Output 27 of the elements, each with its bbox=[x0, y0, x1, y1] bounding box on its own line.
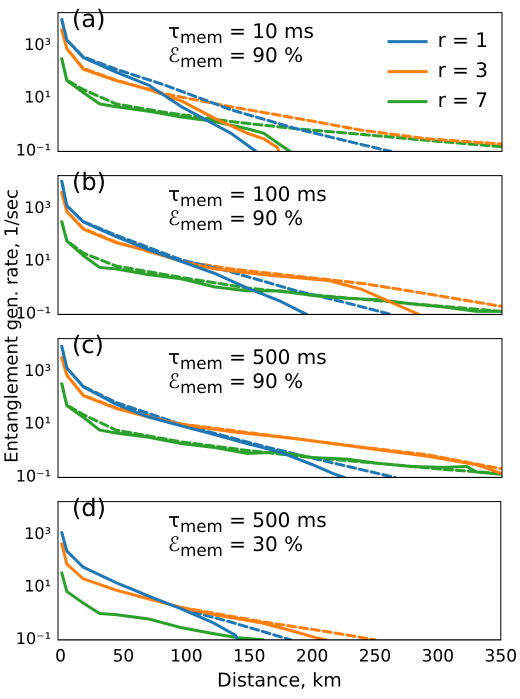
y-tick-label: 10⁻¹ bbox=[16, 140, 51, 160]
x-tick-label: 100 bbox=[170, 646, 203, 666]
y-tick-label: 10⁻¹ bbox=[16, 466, 51, 486]
y-tick-label: 10³ bbox=[24, 198, 51, 217]
x-tick-label: 50 bbox=[112, 646, 134, 666]
x-axis-title: Distance, km bbox=[217, 670, 342, 692]
legend-label: r = 7 bbox=[438, 88, 488, 112]
annotation: (c) bbox=[72, 331, 104, 359]
x-tick-label: 300 bbox=[422, 646, 454, 666]
y-tick-label: 10¹ bbox=[24, 576, 51, 596]
y-tick-label: 10¹ bbox=[24, 414, 51, 433]
y-tick-label: 10³ bbox=[24, 360, 51, 380]
x-tick-label: 150 bbox=[232, 646, 266, 666]
legend-label: r = 1 bbox=[438, 28, 488, 52]
y-tick-label: 10³ bbox=[24, 34, 51, 54]
x-tick-label: 0 bbox=[55, 646, 66, 666]
legend-label: r = 3 bbox=[438, 58, 488, 82]
annotation: (d) bbox=[72, 494, 106, 522]
y-tick-label: 10³ bbox=[24, 524, 51, 543]
annotation: (b) bbox=[72, 168, 106, 196]
y-tick-label: 10⁻¹ bbox=[16, 628, 51, 648]
y-tick-label: 10¹ bbox=[24, 88, 51, 107]
x-tick-label: 250 bbox=[358, 646, 392, 666]
y-tick-label: 10¹ bbox=[24, 250, 51, 270]
annotation: (a) bbox=[72, 5, 106, 33]
x-tick-label: 350 bbox=[484, 646, 518, 666]
x-tick-label: 200 bbox=[296, 646, 328, 666]
